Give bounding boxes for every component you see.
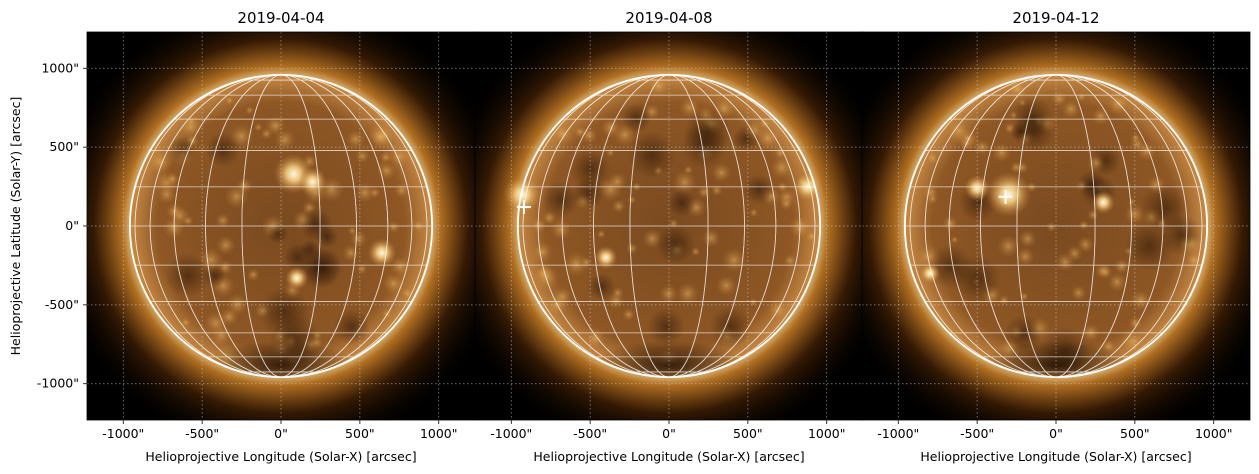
axis-grid xyxy=(475,32,863,420)
panel-2019-04-08: 2019-04-08 -1000" -500" 0" 500" 1000" Heliop… xyxy=(474,9,864,464)
x-tick-label: 500" xyxy=(1120,426,1150,441)
disk-texture xyxy=(915,77,1203,378)
x-axis-label: Helioprojective Longitude (Solar-X) [arc… xyxy=(145,449,416,464)
y-tick-label: -500" xyxy=(45,297,79,312)
panel-title: 2019-04-04 xyxy=(237,9,324,27)
x-tick-label: 0" xyxy=(1049,426,1063,441)
active-region xyxy=(367,238,397,268)
x-tick-label: 500" xyxy=(733,426,763,441)
x-axis-label: Helioprojective Longitude (Solar-X) [arc… xyxy=(920,449,1191,464)
y-tick-label: 1000" xyxy=(41,60,79,75)
x-tick-label: -500" xyxy=(960,426,994,441)
active-region xyxy=(503,175,541,214)
marker-cross xyxy=(998,189,1013,204)
active-region xyxy=(298,167,327,197)
axis-grid xyxy=(862,32,1250,420)
active-region xyxy=(285,266,309,290)
x-tick-label: -500" xyxy=(573,426,607,441)
panel-2019-04-12: 2019-04-12 -1000" -500" 0" 500" 1000" Heliop… xyxy=(861,9,1251,464)
x-tick-label: 500" xyxy=(345,426,375,441)
axis-grid xyxy=(87,32,475,420)
active-region xyxy=(594,245,618,270)
panel-2019-04-04: 2019-04-04 -1000" -500" 0" 500" 1000" 1000" 5… xyxy=(37,9,476,464)
x-tick-label: -1000" xyxy=(877,426,919,441)
panel-title: 2019-04-08 xyxy=(625,9,712,27)
x-axis-label: Helioprojective Longitude (Solar-X) [arc… xyxy=(533,449,804,464)
y-axis-label: Helioprojective Latitude (Solar-Y) [arcs… xyxy=(8,97,23,356)
panel-title: 2019-04-12 xyxy=(1012,9,1099,27)
x-tick-label: 1000" xyxy=(1195,426,1233,441)
x-tick-label: -1000" xyxy=(102,426,144,441)
x-tick-label: 0" xyxy=(662,426,676,441)
active-region xyxy=(919,263,941,284)
x-tick-label: 1000" xyxy=(420,426,458,441)
x-tick-label: -1000" xyxy=(490,426,532,441)
disk-texture xyxy=(147,96,426,378)
y-tick-label: -1000" xyxy=(37,376,79,391)
x-tick-label: 0" xyxy=(274,426,288,441)
active-region xyxy=(985,171,1032,218)
x-tick-label: -500" xyxy=(185,426,219,441)
x-tick-label: 1000" xyxy=(808,426,846,441)
active-region xyxy=(1091,190,1115,214)
marker-cross xyxy=(516,200,531,215)
y-tick-label: 0" xyxy=(65,218,79,233)
y-tick-label: 500" xyxy=(49,139,79,154)
